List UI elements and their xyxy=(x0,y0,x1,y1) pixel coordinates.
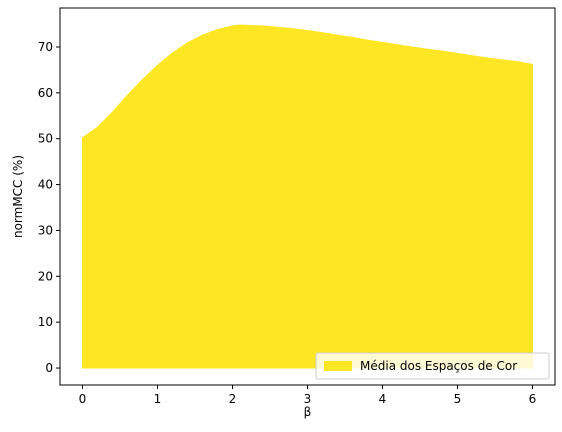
y-axis-label: normMCC (%) xyxy=(11,155,25,238)
y-tick-label: 60 xyxy=(38,86,53,100)
y-tick-label: 70 xyxy=(38,40,53,54)
x-tick-label: 1 xyxy=(154,392,162,406)
x-tick-label: 3 xyxy=(304,392,312,406)
legend-swatch xyxy=(324,361,352,371)
x-tick-label: 5 xyxy=(454,392,462,406)
x-axis: 0 1 2 3 4 5 6 xyxy=(79,385,537,406)
y-tick-label: 40 xyxy=(38,178,53,192)
y-axis: 0 10 20 30 40 50 60 70 xyxy=(38,40,60,375)
x-tick-label: 4 xyxy=(379,392,387,406)
x-tick-label: 6 xyxy=(529,392,537,406)
area-series-0 xyxy=(82,24,533,369)
legend-label: Média dos Espaços de Cor xyxy=(360,359,517,373)
legend-box xyxy=(315,352,550,380)
y-tick-label: 30 xyxy=(38,223,53,237)
y-tick-label: 0 xyxy=(45,361,53,375)
legend: Média dos Espaços de Cor xyxy=(315,352,550,380)
y-tick-label: 10 xyxy=(38,315,53,329)
x-axis-label: β xyxy=(304,405,312,419)
y-tick-label: 50 xyxy=(38,132,53,146)
y-tick-label: 20 xyxy=(38,269,53,283)
plot-area xyxy=(82,24,533,369)
x-tick-label: 0 xyxy=(79,392,87,406)
x-tick-label: 2 xyxy=(229,392,237,406)
